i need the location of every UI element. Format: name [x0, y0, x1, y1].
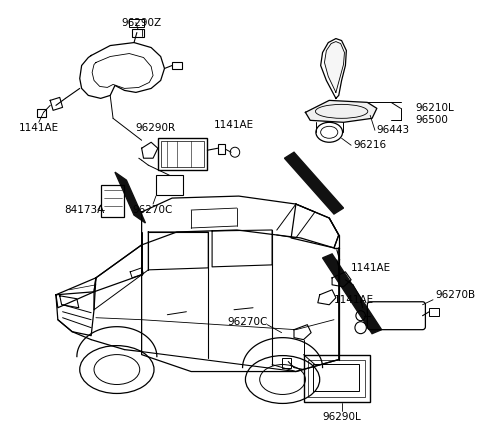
Text: 96500: 96500	[415, 115, 448, 125]
Text: 1141AE: 1141AE	[214, 120, 254, 131]
Bar	[282, 358, 291, 367]
Bar	[308, 359, 365, 397]
Bar	[313, 363, 359, 392]
Text: 96216: 96216	[353, 140, 386, 150]
Text: 1141AE: 1141AE	[334, 295, 374, 305]
Bar	[303, 354, 370, 402]
Text: 96210L: 96210L	[415, 103, 454, 114]
Text: 96290L: 96290L	[322, 413, 361, 422]
Text: 84173A: 84173A	[64, 205, 105, 215]
Text: 96290R: 96290R	[136, 123, 176, 133]
Bar	[172, 62, 181, 69]
Bar	[132, 29, 144, 37]
Bar	[156, 175, 182, 195]
Bar	[37, 110, 47, 117]
Bar	[218, 144, 226, 154]
Polygon shape	[305, 101, 377, 122]
Text: 96270C: 96270C	[133, 205, 173, 215]
Text: 96270B: 96270B	[435, 290, 475, 300]
Polygon shape	[115, 172, 145, 223]
Bar	[129, 19, 144, 27]
Text: 96290Z: 96290Z	[121, 17, 162, 28]
Text: 96270C: 96270C	[227, 316, 267, 327]
Bar	[101, 185, 124, 217]
Bar	[161, 141, 204, 167]
Text: 1141AE: 1141AE	[351, 263, 391, 273]
Polygon shape	[323, 254, 382, 333]
Polygon shape	[285, 152, 344, 214]
Bar	[158, 138, 207, 170]
Polygon shape	[324, 42, 345, 93]
Text: 96443: 96443	[377, 125, 410, 135]
Text: 1141AE: 1141AE	[19, 123, 59, 133]
Bar	[429, 308, 439, 316]
